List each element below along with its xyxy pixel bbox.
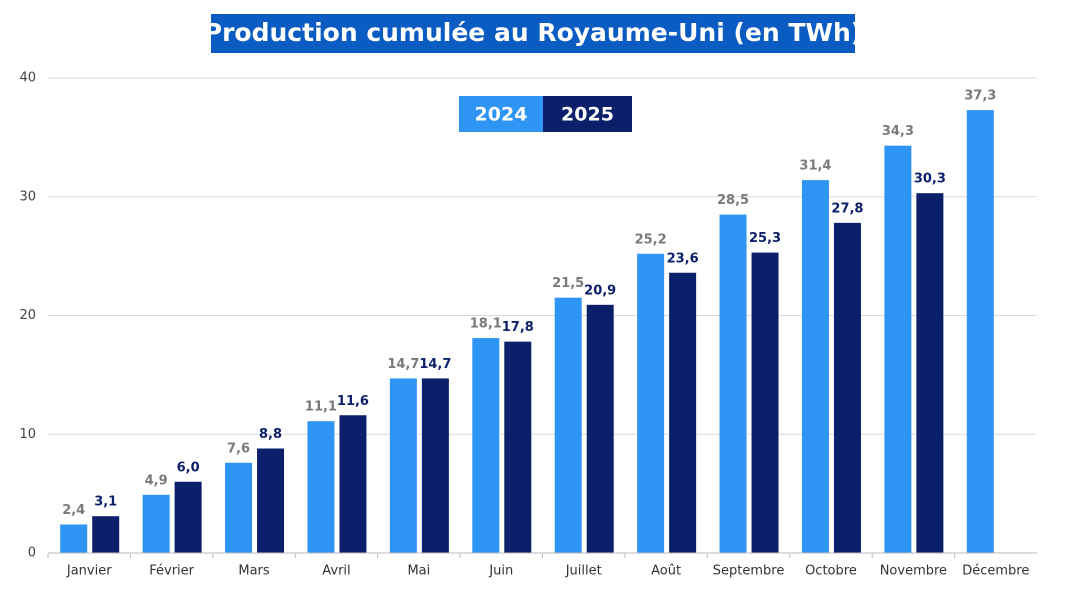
bar bbox=[719, 214, 747, 553]
value-label: 14,7 bbox=[419, 357, 451, 372]
bar bbox=[669, 272, 697, 553]
value-label: 11,6 bbox=[337, 394, 369, 409]
bar bbox=[421, 378, 449, 553]
y-tick-label: 10 bbox=[19, 427, 36, 442]
bar bbox=[174, 481, 202, 553]
bar bbox=[142, 494, 170, 553]
value-label: 3,1 bbox=[94, 495, 117, 510]
bar bbox=[554, 297, 582, 553]
bar bbox=[472, 338, 500, 553]
value-label: 31,4 bbox=[799, 159, 831, 174]
value-label: 37,3 bbox=[964, 89, 996, 104]
chart-title: Production cumulée au Royaume-Uni (en TW… bbox=[204, 18, 862, 47]
value-label: 2,4 bbox=[62, 503, 85, 518]
x-tick-label: Avril bbox=[322, 564, 350, 579]
bar bbox=[966, 110, 994, 553]
value-label: 23,6 bbox=[667, 251, 699, 266]
x-tick-label: Novembre bbox=[880, 564, 947, 579]
x-tick-label: Septembre bbox=[713, 564, 785, 579]
bar bbox=[92, 516, 120, 553]
x-tick-label: Mai bbox=[407, 564, 430, 579]
bar bbox=[637, 253, 665, 553]
bar bbox=[751, 252, 779, 553]
bar bbox=[225, 462, 253, 553]
value-label: 34,3 bbox=[882, 124, 914, 139]
x-tick-label: Juillet bbox=[565, 564, 602, 579]
value-label: 25,2 bbox=[635, 232, 667, 247]
value-label: 11,1 bbox=[305, 400, 337, 415]
value-label: 6,0 bbox=[177, 460, 200, 475]
value-label: 4,9 bbox=[145, 473, 168, 488]
legend-swatch bbox=[543, 96, 632, 132]
x-tick-label: Octobre bbox=[805, 564, 857, 579]
bar bbox=[916, 193, 944, 553]
bar bbox=[586, 304, 614, 553]
value-label: 30,3 bbox=[914, 172, 946, 187]
legend-label: 2025 bbox=[561, 104, 614, 126]
bar bbox=[801, 180, 829, 553]
value-label: 28,5 bbox=[717, 193, 749, 208]
x-tick-label: Juin bbox=[488, 564, 513, 579]
bar bbox=[257, 448, 285, 553]
x-tick-label: Août bbox=[651, 564, 681, 579]
x-tick-label: Janvier bbox=[66, 564, 112, 579]
x-tick-label: Mars bbox=[238, 564, 270, 579]
y-tick-label: 20 bbox=[19, 308, 36, 323]
y-tick-label: 0 bbox=[28, 546, 36, 561]
x-tick-label: Février bbox=[149, 564, 194, 579]
value-label: 7,6 bbox=[227, 441, 250, 456]
y-tick-label: 30 bbox=[19, 189, 36, 204]
bar bbox=[339, 415, 367, 553]
value-label: 27,8 bbox=[831, 201, 863, 216]
y-tick-label: 40 bbox=[19, 71, 36, 86]
legend-swatch bbox=[459, 96, 543, 132]
value-label: 17,8 bbox=[502, 320, 534, 335]
bar bbox=[60, 524, 88, 553]
value-label: 18,1 bbox=[470, 317, 502, 332]
bar bbox=[389, 378, 417, 553]
value-label: 20,9 bbox=[584, 283, 616, 298]
bar bbox=[504, 341, 532, 553]
title-box bbox=[211, 14, 855, 53]
value-label: 14,7 bbox=[387, 357, 419, 372]
x-tick-label: Décembre bbox=[962, 564, 1029, 579]
legend-label: 2024 bbox=[475, 104, 528, 126]
value-label: 25,3 bbox=[749, 231, 781, 246]
bar bbox=[833, 222, 861, 553]
bar bbox=[307, 421, 335, 553]
bar bbox=[884, 145, 912, 553]
value-label: 8,8 bbox=[259, 427, 282, 442]
value-label: 21,5 bbox=[552, 276, 584, 291]
